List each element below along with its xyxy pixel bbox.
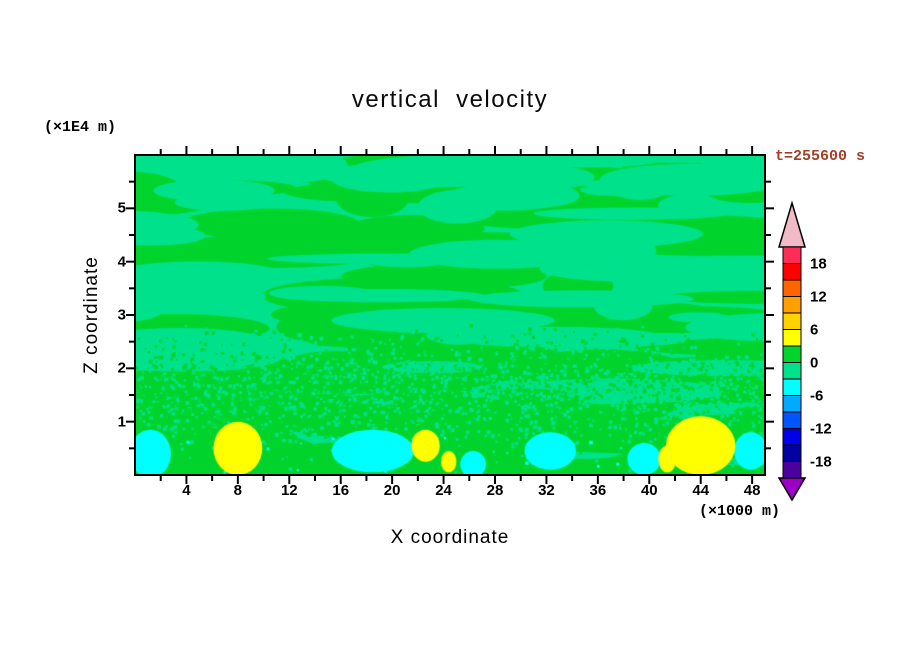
x-tick-label: 44 (692, 482, 710, 499)
x-tick-label: 8 (233, 482, 243, 499)
colorbar-segment (782, 395, 802, 413)
colorbar-segment (782, 444, 802, 462)
colorbar-tick-label: 18 (810, 255, 827, 272)
time-stamp-label: t=255600 s (775, 148, 866, 165)
colorbar-segment (782, 345, 802, 363)
colorbar-segment (782, 279, 802, 297)
z-axis-unit-label: (×1E4 m) (44, 119, 117, 136)
colorbar-segment (782, 411, 802, 429)
x-axis-unit-label: (×1000 m) (698, 503, 780, 520)
x-tick-label: 28 (486, 482, 504, 499)
x-tick-label: 16 (332, 482, 350, 499)
x-tick-label: 12 (280, 482, 298, 499)
x-tick-label: 40 (640, 482, 658, 499)
colorbar-tick-label: -12 (810, 420, 832, 437)
x-tick-label: 20 (383, 482, 401, 499)
x-tick-label: 36 (589, 482, 607, 499)
x-axis-title: X coordinate (390, 527, 510, 548)
colorbar-segment (782, 378, 802, 396)
colorbar-segment (782, 362, 802, 380)
colorbar-segment (782, 428, 802, 446)
x-tick-label: 32 (538, 482, 555, 499)
x-tick-label: 24 (435, 482, 452, 499)
colorbar-segment (782, 312, 802, 330)
colorbar-segment (782, 246, 802, 264)
x-tick-label: 4 (182, 482, 191, 499)
colorbar-segment (782, 461, 802, 479)
colorbar-tick-label: -6 (810, 387, 824, 404)
colorbar-tick-label: 12 (810, 288, 827, 305)
chart-title: vertical velocity (351, 86, 549, 113)
colorbar-arrow-top (777, 200, 807, 248)
colorbar-tick-label: 6 (810, 321, 819, 338)
colorbar-segment (782, 296, 802, 314)
z-axis-title: Z coordinate (81, 256, 102, 374)
x-tick-label: 48 (743, 482, 761, 499)
contour-field-canvas (135, 155, 765, 475)
colorbar-tick-label: 0 (810, 354, 819, 371)
colorbar-tick-label: -18 (810, 453, 832, 470)
colorbar-segment (782, 329, 802, 347)
colorbar-arrow-bottom (777, 477, 807, 502)
colorbar-segment (782, 263, 802, 281)
